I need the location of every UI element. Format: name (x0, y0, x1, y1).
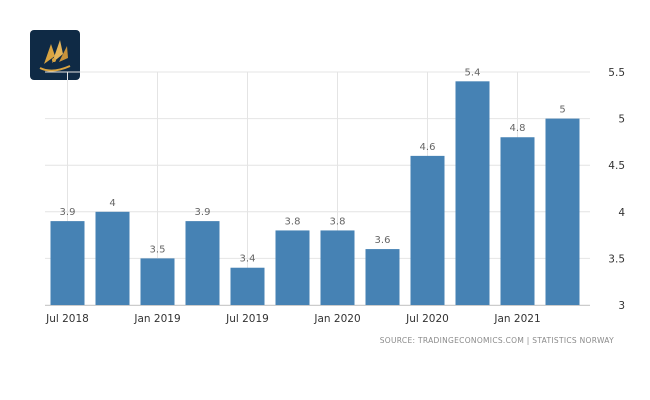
bar (365, 249, 400, 305)
bar (230, 267, 265, 305)
data-label: 3.8 (285, 216, 301, 227)
source-note: SOURCE: TRADINGECONOMICS.COM | STATISTIC… (379, 336, 614, 345)
data-label: 5 (559, 105, 565, 116)
data-label: 3.4 (240, 254, 256, 265)
y-tick-label: 4.5 (608, 160, 625, 172)
x-tick-label: Jul 2018 (45, 313, 89, 325)
bar (185, 221, 220, 305)
bar (140, 258, 175, 305)
x-axis: Jul 2018 Jan 2019 Jul 2019 Jan 2020 Jul 2020… (45, 305, 590, 325)
bar (500, 137, 535, 305)
y-tick-label: 4 (618, 207, 625, 219)
bar (95, 211, 130, 305)
data-label: 4.6 (420, 142, 436, 153)
y-tick-label: 3 (618, 300, 625, 312)
data-labels: 3.9 4 3.5 3.9 3.4 3.8 3.8 3.6 4.6 5.4 4.8 5 (60, 67, 566, 264)
bar-series (50, 81, 580, 305)
bar (275, 230, 310, 305)
bar (545, 118, 580, 305)
data-label: 5.4 (465, 67, 481, 78)
x-tick-label: Jul 2019 (225, 313, 269, 325)
x-tick-label: Jan 2019 (133, 313, 180, 325)
data-label: 3.9 (60, 207, 76, 218)
data-label: 3.6 (375, 235, 391, 246)
data-label: 3.9 (195, 207, 211, 218)
bar (320, 230, 355, 305)
x-tick-label: Jan 2020 (313, 313, 360, 325)
y-tick-label: 3.5 (608, 253, 625, 265)
bar (410, 155, 445, 305)
data-label: 3.5 (150, 244, 166, 255)
data-label: 4 (109, 198, 115, 209)
x-tick-label: Jul 2020 (405, 313, 449, 325)
bar (50, 221, 85, 305)
data-label: 4.8 (510, 123, 526, 134)
logo-mark-icon (39, 40, 71, 72)
y-tick-label: 5.5 (608, 67, 625, 79)
data-label: 3.8 (330, 216, 346, 227)
y-tick-label: 5 (618, 114, 625, 126)
x-tick-label: Jan 2021 (493, 313, 540, 325)
y-axis: 3 3.5 4 4.5 5 5.5 (608, 67, 625, 312)
bar (455, 81, 490, 305)
